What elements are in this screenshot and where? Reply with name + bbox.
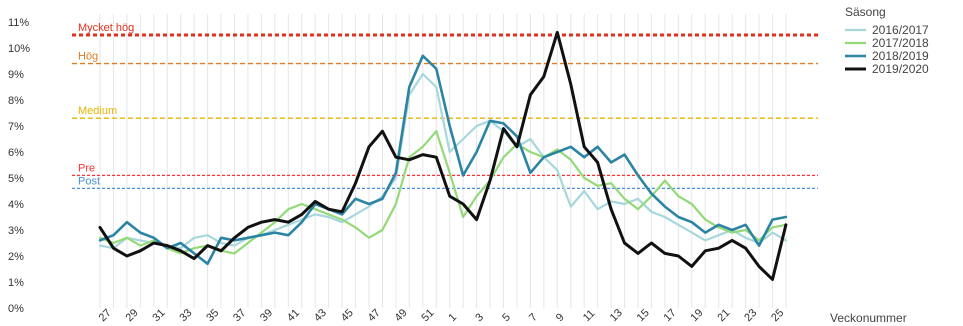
legend-entry: 2019/2020 [872, 62, 929, 76]
y-tick-label: 5% [8, 173, 24, 185]
y-tick-label: 0% [8, 303, 24, 315]
x-tick-label: 41 [285, 307, 302, 324]
x-tick-label: 39 [258, 307, 275, 324]
y-axis-tick-labels: 0% 1% 2% 3% 4% 5% 6% 7% 8% 9% 10% 11% [8, 17, 30, 315]
x-axis-label: Veckonummer [830, 311, 907, 325]
legend-title: Säsong [845, 5, 886, 19]
x-tick-label: 33 [177, 307, 194, 324]
x-tick-label: 11 [581, 308, 598, 325]
series-line [98, 54, 788, 266]
x-tick-label: 9 [554, 311, 567, 324]
threshold-label: Hög [78, 51, 98, 63]
x-tick-label: 15 [635, 307, 652, 324]
y-tick-label: 3% [8, 225, 24, 237]
x-tick-label: 29 [124, 307, 141, 324]
x-tick-label: 5 [500, 311, 513, 324]
x-tick-label: 19 [688, 307, 705, 324]
x-tick-label: 23 [742, 307, 759, 324]
x-tick-label: 49 [393, 307, 410, 324]
y-tick-label: 11% [8, 17, 29, 29]
legend-entry: 2018/2019 [872, 49, 929, 63]
series-line [98, 72, 788, 250]
threshold-label: Mycket hög [78, 22, 134, 34]
x-tick-label: 35 [204, 307, 221, 324]
y-tick-label: 7% [8, 121, 24, 133]
x-tick-label: 21 [715, 307, 732, 324]
x-tick-label: 7 [527, 311, 540, 324]
x-tick-label: 31 [150, 307, 167, 324]
legend-entry: 2017/2018 [872, 36, 929, 50]
x-tick-label: 43 [312, 307, 329, 324]
x-tick-label: 47 [366, 307, 383, 324]
vertical-gridlines [99, 14, 787, 308]
x-tick-label: 25 [769, 307, 786, 324]
threshold-label: Pre [78, 162, 95, 174]
x-tick-label: 45 [339, 307, 356, 324]
y-tick-label: 6% [8, 147, 24, 159]
y-tick-label: 9% [8, 69, 24, 81]
y-tick-label: 1% [8, 277, 24, 289]
legend-entry: 2016/2017 [872, 23, 929, 37]
series-lines [98, 30, 788, 281]
y-tick-label: 8% [8, 95, 24, 107]
x-tick-label: 13 [608, 307, 625, 324]
series-line [98, 30, 788, 281]
x-tick-label: 17 [662, 307, 679, 324]
y-tick-label: 2% [8, 251, 24, 263]
x-tick-label: 51 [419, 307, 436, 324]
x-tick-label: 37 [231, 307, 248, 324]
threshold-label: Post [78, 175, 100, 187]
y-tick-label: 10% [8, 43, 30, 55]
x-tick-label: 3 [473, 311, 486, 324]
threshold-label: Medium [78, 105, 117, 117]
x-tick-label: 27 [97, 307, 114, 324]
y-tick-label: 4% [8, 199, 24, 211]
x-axis-tick-labels: 27 29 31 33 35 37 39 41 43 45 47 49 51 1 3 5 7 9 11 13 15 17 1… [97, 307, 787, 324]
legend: Säsong 2016/20172017/20182018/20192019/2… [845, 5, 929, 76]
x-tick-label: 1 [446, 311, 459, 324]
